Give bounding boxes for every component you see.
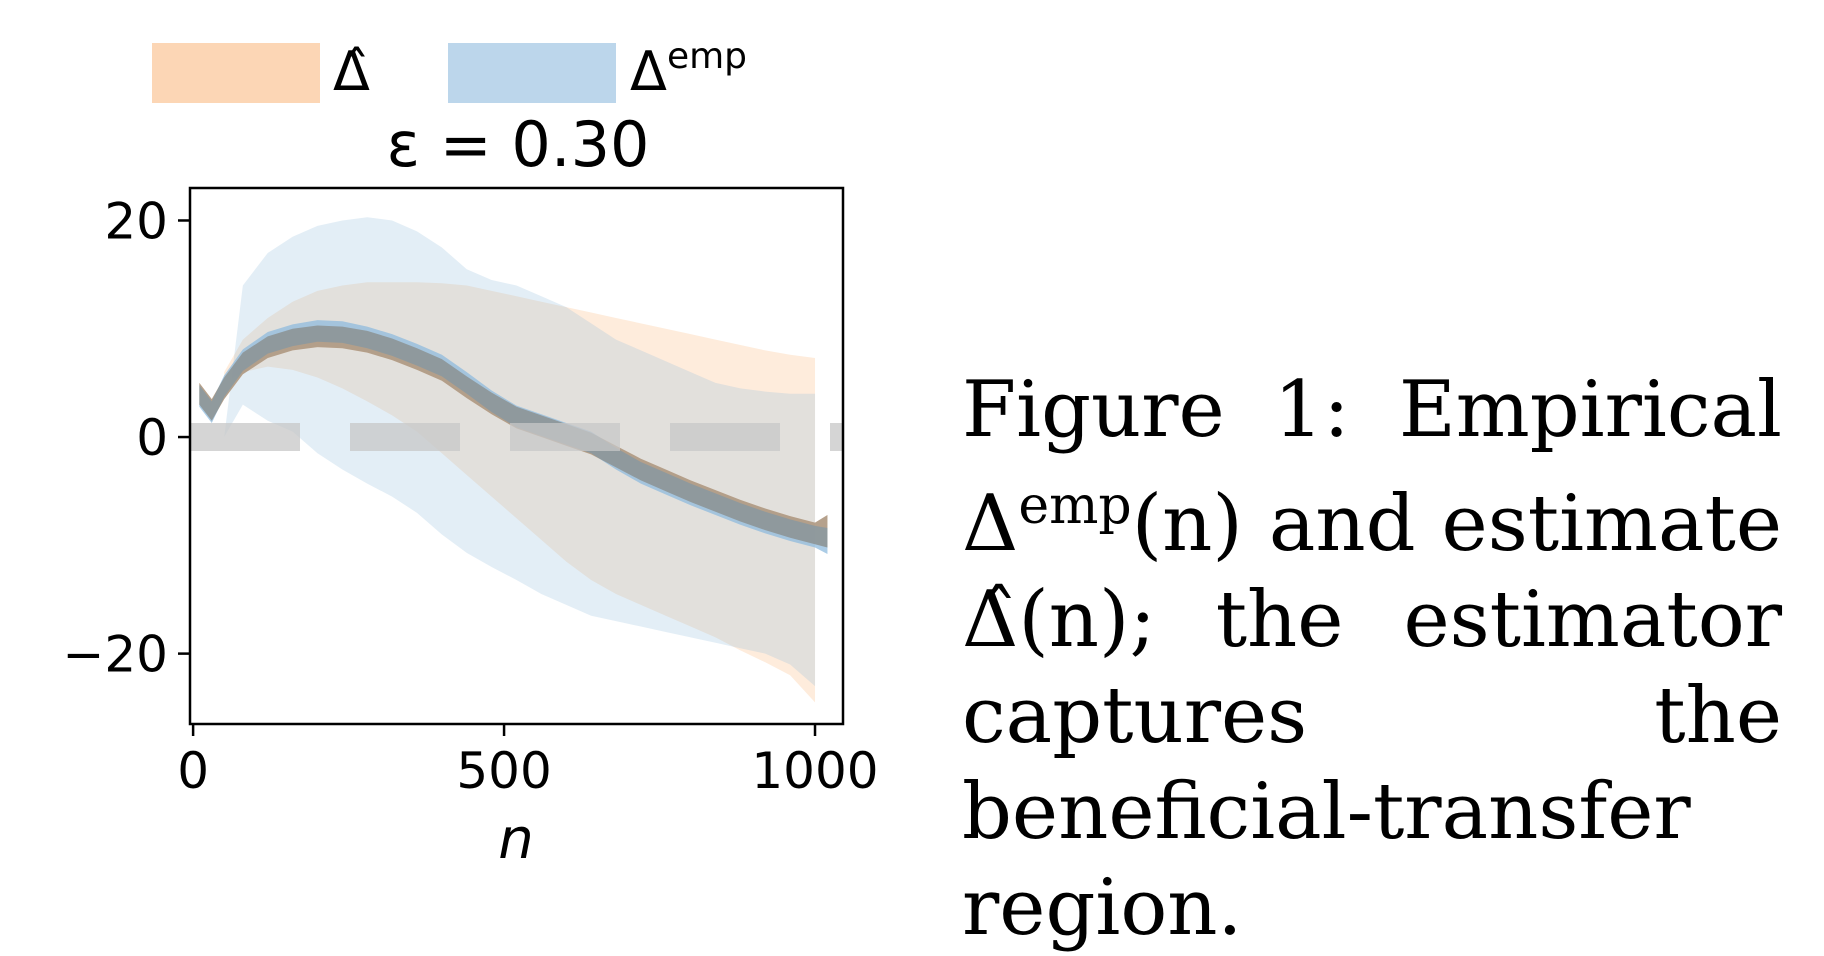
caption-delta: Δ: [962, 479, 1019, 569]
x-tick-label: 1000: [751, 742, 878, 800]
legend-label-delta-emp-base: Δ: [630, 40, 667, 103]
series-0-outer-band: [224, 282, 816, 703]
y-axis: −20 0 20: [62, 192, 190, 684]
caption-hat-delta: Δ̂: [962, 575, 1019, 665]
legend-label-delta-hat: Δ̂: [333, 40, 370, 103]
x-tick-label: 0: [177, 742, 209, 800]
y-tick-label: 0: [136, 409, 168, 467]
overlap-band: [199, 325, 828, 548]
legend-swatch-delta-emp: [448, 43, 616, 103]
y-tick-label: 20: [104, 192, 168, 250]
x-axis: 0 500 1000: [177, 724, 879, 800]
caption-text-1: Empirical: [1398, 365, 1782, 455]
plot-frame: [188, 186, 845, 726]
legend-label-delta-emp-sup: emp: [667, 36, 747, 77]
caption-text-2: (n) and estimate: [1131, 479, 1782, 569]
caption-text-3: (n); the estimator captures the benefici…: [962, 575, 1782, 953]
caption-label: Figure 1:: [962, 365, 1350, 455]
legend-label-delta-emp: Δemp: [630, 36, 747, 103]
legend: Δ̂ Δemp: [152, 36, 747, 103]
x-axis-label: n: [498, 807, 534, 872]
series-1-outer-band: [224, 217, 816, 687]
figure-caption: Figure 1: Empirical Δemp(n) and estimate…: [962, 362, 1782, 956]
y-tick-label: −20: [62, 626, 168, 684]
chart-title: ε = 0.30: [387, 108, 650, 181]
series-1-inner-band: [199, 320, 828, 554]
x-tick-label: 500: [456, 742, 551, 800]
caption-sup-emp: emp: [1018, 476, 1132, 536]
legend-swatch-delta-hat: [152, 43, 320, 103]
plot-area: [190, 217, 843, 703]
